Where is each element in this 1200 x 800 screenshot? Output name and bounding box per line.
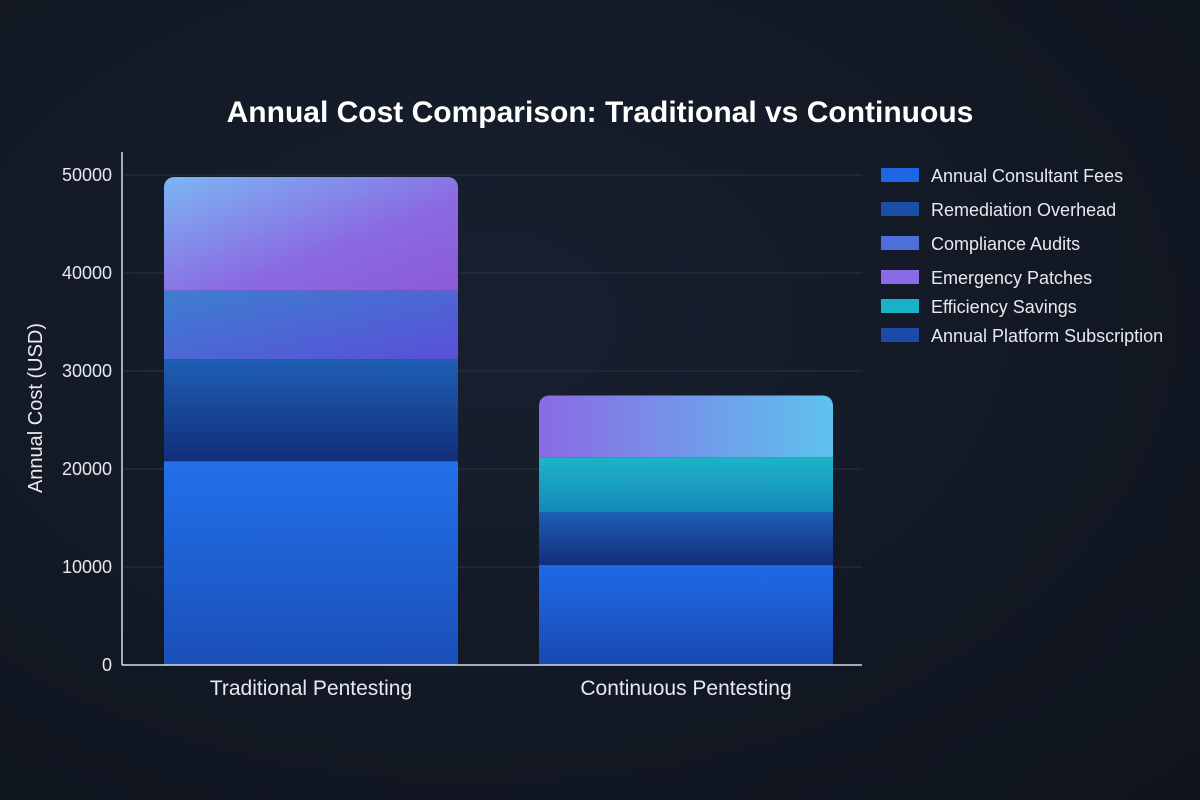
y-tick-label-50000: 50000 — [62, 165, 112, 185]
legend-label-5: Annual Platform Subscription — [931, 326, 1163, 346]
bar-cap-1 — [539, 396, 833, 410]
bar-segment-top-1 — [539, 395, 833, 458]
legend-label-0: Annual Consultant Fees — [931, 166, 1123, 186]
y-axis-label: Annual Cost (USD) — [25, 323, 47, 493]
legend-label-1: Remediation Overhead — [931, 200, 1116, 220]
bar-segment-compliance-audits-0 — [164, 290, 458, 360]
chart-title: Annual Cost Comparison: Traditional vs C… — [227, 96, 974, 129]
bars-layer — [164, 176, 833, 665]
y-tick-label-40000: 40000 — [62, 263, 112, 283]
x-tick-label-0: Traditional Pentesting — [210, 677, 412, 700]
bar-stack-0 — [164, 176, 458, 665]
bar-segment-emergency-patches-0 — [164, 176, 458, 291]
bar-segment-annual-platform-subscription-1 — [539, 565, 833, 665]
legend-swatch-0 — [881, 168, 919, 182]
legend-swatch-5 — [881, 328, 919, 342]
legend-label-4: Efficiency Savings — [931, 297, 1077, 317]
y-tick-label-10000: 10000 — [62, 557, 112, 577]
axes-layer: 0 10000 20000 30000 40000 50000 Traditional Pe… — [62, 152, 862, 700]
bar-cap-0 — [164, 177, 458, 191]
bar-stack-1 — [539, 395, 833, 665]
legend-swatch-3 — [881, 270, 919, 284]
y-tick-label-20000: 20000 — [62, 459, 112, 479]
y-tick-label-30000: 30000 — [62, 361, 112, 381]
legend-label-2: Compliance Audits — [931, 234, 1080, 254]
legend-swatch-4 — [881, 299, 919, 313]
bar-segment-remediation-overhead-1 — [539, 512, 833, 566]
bar-segment-remediation-overhead-0 — [164, 359, 458, 462]
legend-swatch-2 — [881, 236, 919, 250]
x-tick-label-1: Continuous Pentesting — [580, 677, 791, 700]
y-tick-label-0: 0 — [102, 655, 112, 675]
legend-label-3: Emergency Patches — [931, 268, 1092, 288]
bar-segment-efficiency-savings-1 — [539, 457, 833, 513]
legend-swatch-1 — [881, 202, 919, 216]
bar-segment-annual-consultant-fees-0 — [164, 461, 458, 665]
legend: Annual Consultant Fees Remediation Overhe… — [881, 166, 1163, 346]
